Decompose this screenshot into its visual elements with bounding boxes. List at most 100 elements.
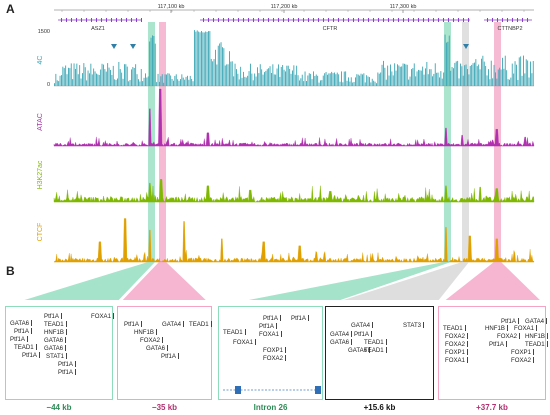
track-4c-bar	[182, 77, 184, 86]
gene-exon	[497, 18, 498, 22]
track-4c-bar	[217, 45, 219, 86]
track-4c-bar	[146, 77, 148, 86]
track-4c-bar	[346, 80, 348, 86]
track-4c-bar	[471, 64, 473, 86]
track-4c-bar	[208, 31, 209, 87]
gene-exon	[368, 18, 369, 22]
viewpoint-arrow-icon	[111, 44, 117, 49]
tf-binding-site-label: HNF1B	[44, 329, 67, 336]
track-4c-bar	[212, 61, 214, 86]
track-4c-bar	[216, 64, 218, 86]
gene-exon	[527, 18, 528, 22]
track-4c-bar	[426, 62, 428, 86]
tf-binding-site-label: FOXA2	[445, 341, 468, 348]
tf-binding-site-label: GATA4	[525, 318, 547, 325]
tf-binding-site-label: FOXP1	[511, 349, 534, 356]
gene-annotation-row: ASZ1 CFTR CTTNBP2	[58, 18, 532, 49]
track-4c-bar	[79, 65, 81, 86]
track-4c-bar	[413, 63, 415, 86]
track-4c-bar	[348, 77, 349, 86]
track-4c-bar	[72, 79, 74, 86]
track-4c-bar	[343, 71, 345, 86]
gene-exon	[288, 18, 289, 22]
tf-binding-site-label: TEAD1	[443, 325, 465, 332]
track-4c-bar	[415, 76, 417, 86]
gene-exon	[363, 18, 364, 22]
tf-binding-site-label: TEAD1	[223, 329, 245, 336]
track-4c-bar	[159, 81, 160, 86]
track-4c-bar	[318, 82, 320, 86]
track-4c-bar	[517, 80, 519, 86]
gene-exon	[298, 18, 299, 22]
track-4c-bar	[342, 82, 344, 86]
genome-browser-tracks: 117,100 kb 117,200 kb 117,300 kb ASZ1 CFTR C…	[24, 4, 540, 300]
track-4c-bar	[446, 42, 447, 86]
track-4c-bar	[247, 75, 249, 86]
track-4c-bar	[76, 63, 78, 86]
track-4c-bar	[188, 79, 190, 86]
track-4c-bar	[97, 74, 99, 86]
axis-tick-label: 117,200 kb	[271, 4, 298, 10]
track-4c-bar	[317, 75, 319, 86]
track-4c-bar	[150, 37, 152, 86]
track-4c-bar	[226, 64, 228, 86]
track-4c-bar	[350, 77, 352, 86]
track-4c-bar	[405, 64, 407, 86]
track-4c-bar	[153, 36, 155, 86]
track-4c-bar	[223, 48, 225, 86]
track-4c-bar	[250, 63, 251, 86]
track-4c-bar	[321, 80, 323, 86]
track-4c-bar	[363, 73, 365, 86]
gene-exon	[253, 18, 254, 22]
track-4c-bar	[90, 63, 92, 86]
gene-exon	[96, 18, 97, 22]
track-4c-bar	[177, 79, 179, 86]
track-4c-bar	[523, 55, 524, 86]
track-4c-bar	[425, 68, 426, 86]
gene-exon	[413, 18, 414, 22]
tf-binding-site-label: GATA6	[348, 347, 370, 354]
track-4c-bar	[275, 74, 277, 86]
track-4c-bar	[307, 75, 309, 86]
track-4c-bar	[219, 43, 221, 86]
tf-binding-site-label: STAT3	[403, 322, 424, 329]
track-4c-bar	[384, 67, 386, 86]
track-4c-bar	[528, 77, 530, 86]
track-4c-bar	[418, 69, 419, 86]
track-4c-bar	[373, 80, 375, 86]
tf-binding-site-label: GATA6	[44, 345, 66, 352]
track-4c-bar	[145, 73, 146, 86]
gene-exon	[428, 18, 429, 22]
track-4c-bar	[138, 79, 139, 86]
gene-exon	[343, 18, 344, 22]
track-4c-bar	[248, 71, 250, 86]
track-4c-bar	[156, 82, 158, 86]
track-4c-bar	[205, 31, 207, 86]
track-4c-bar	[433, 73, 435, 86]
gene-label: CFTR	[323, 26, 338, 32]
tf-binding-site-label: TEAD1	[525, 341, 547, 348]
tf-binding-site-label: FOXA1	[259, 331, 282, 338]
track-4c-bar	[349, 81, 351, 86]
track-4c-bar	[83, 63, 85, 86]
track-4c-bar	[490, 60, 492, 86]
track-4c-bar	[436, 72, 438, 86]
track-4c-bar	[380, 72, 382, 86]
track-4c-bar	[322, 75, 324, 86]
track-4c-bar	[154, 43, 156, 86]
track-4c-bar	[108, 67, 110, 86]
track-4c-bar	[77, 74, 79, 86]
track-4c-bar	[98, 75, 100, 86]
track-4c-bar	[245, 77, 247, 86]
track-4c-bar	[388, 75, 390, 86]
gene-exon	[61, 18, 62, 22]
gene-exon	[398, 18, 399, 22]
gene-exon	[418, 18, 419, 22]
track-4c-bar	[496, 78, 498, 86]
gene-exon	[348, 18, 349, 22]
gene-exon	[393, 18, 394, 22]
track-4c-bar	[353, 82, 355, 86]
track-4c-bar	[269, 66, 271, 86]
track-ctcf-signal	[53, 218, 535, 263]
track-4c-bar	[152, 35, 153, 86]
